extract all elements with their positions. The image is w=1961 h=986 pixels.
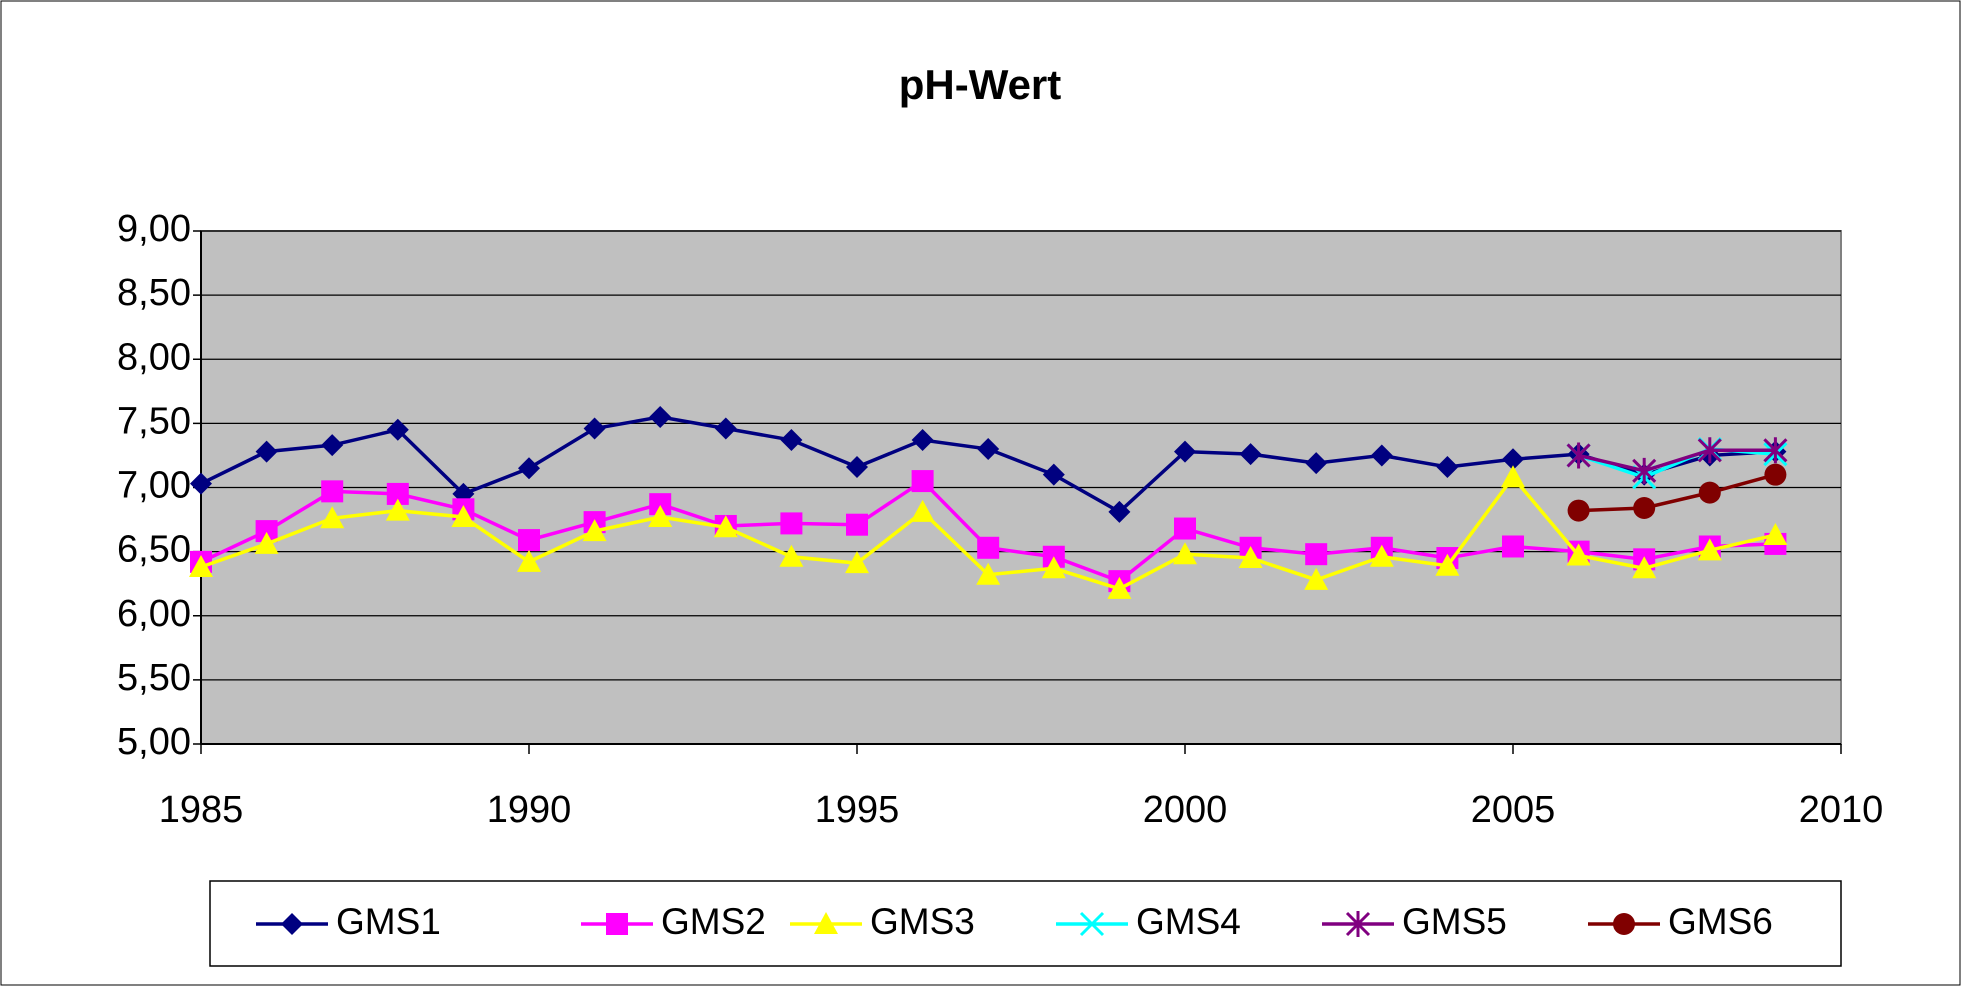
data-point bbox=[976, 562, 1001, 585]
data-point bbox=[845, 551, 869, 574]
data-point bbox=[1107, 576, 1132, 599]
y-tick-label: 8,50 bbox=[117, 272, 191, 314]
data-point bbox=[518, 529, 540, 552]
data-point bbox=[1698, 481, 1721, 504]
data-point bbox=[1436, 455, 1459, 478]
data-point bbox=[1697, 538, 1722, 561]
legend-label: GMS1 bbox=[336, 901, 441, 942]
data-point bbox=[386, 418, 409, 441]
data-point bbox=[780, 512, 803, 535]
series-line bbox=[1578, 448, 1776, 473]
data-point bbox=[255, 440, 278, 463]
data-point bbox=[1697, 437, 1722, 464]
x-tick-label: 1985 bbox=[159, 789, 244, 831]
data-point bbox=[1763, 522, 1788, 545]
data-point bbox=[1632, 457, 1657, 484]
data-point bbox=[1173, 542, 1197, 565]
data-point bbox=[846, 513, 868, 536]
data-point bbox=[846, 455, 868, 478]
legend-marker bbox=[814, 912, 838, 934]
data-point bbox=[189, 555, 213, 578]
data-point bbox=[1567, 499, 1590, 522]
legend-marker bbox=[1345, 911, 1371, 937]
data-point bbox=[255, 520, 278, 543]
x-tick-label: 1990 bbox=[487, 789, 572, 831]
data-point bbox=[321, 480, 344, 503]
data-point bbox=[1108, 500, 1131, 523]
data-point bbox=[1764, 463, 1787, 486]
data-point bbox=[1174, 517, 1196, 540]
data-point bbox=[1369, 544, 1394, 567]
y-tick-label: 6,50 bbox=[117, 529, 191, 571]
data-point bbox=[911, 429, 934, 452]
legend-box bbox=[209, 880, 1842, 967]
data-point bbox=[1502, 535, 1524, 558]
y-tick-label: 6,00 bbox=[117, 593, 191, 635]
y-tick-label: 7,50 bbox=[117, 400, 191, 442]
data-point bbox=[1566, 543, 1591, 566]
data-point bbox=[583, 417, 606, 440]
data-point bbox=[1305, 452, 1328, 475]
data-point bbox=[1435, 553, 1460, 576]
y-tick-label: 5,00 bbox=[117, 721, 191, 763]
legend-marker bbox=[281, 913, 303, 935]
legend-marker bbox=[606, 913, 628, 935]
data-point bbox=[582, 519, 607, 542]
x-tick-label: 2005 bbox=[1471, 789, 1556, 831]
data-point bbox=[321, 434, 344, 457]
data-point bbox=[1041, 556, 1066, 579]
data-point bbox=[190, 472, 212, 495]
legend-marker bbox=[1079, 911, 1105, 937]
data-point bbox=[649, 405, 672, 428]
data-point bbox=[649, 493, 672, 516]
legend-marker bbox=[1613, 913, 1635, 935]
data-point bbox=[1501, 465, 1525, 488]
legend-label: GMS6 bbox=[1668, 901, 1773, 942]
data-point bbox=[648, 504, 673, 527]
data-point bbox=[911, 470, 934, 493]
data-point bbox=[1304, 567, 1329, 590]
data-point bbox=[518, 457, 540, 480]
legend-label: GMS3 bbox=[870, 901, 975, 942]
x-tick-label: 2010 bbox=[1799, 789, 1884, 831]
data-point bbox=[517, 549, 541, 572]
data-point bbox=[714, 417, 737, 440]
legend-label: GMS4 bbox=[1136, 901, 1241, 942]
data-point bbox=[977, 438, 1000, 461]
data-point bbox=[1763, 437, 1788, 464]
y-tick-label: 8,00 bbox=[117, 336, 191, 378]
data-point bbox=[779, 544, 804, 567]
data-point bbox=[1239, 443, 1262, 466]
data-point bbox=[780, 429, 803, 452]
data-point bbox=[254, 531, 279, 554]
x-tick-label: 2000 bbox=[1143, 789, 1228, 831]
x-tick-label: 1995 bbox=[815, 789, 900, 831]
legend-label: GMS2 bbox=[661, 901, 766, 942]
data-point bbox=[910, 499, 935, 522]
data-point bbox=[713, 515, 738, 538]
series-line bbox=[1578, 472, 1776, 513]
y-tick-label: 7,00 bbox=[117, 465, 191, 507]
data-point bbox=[1566, 442, 1591, 469]
data-point bbox=[386, 482, 409, 505]
chart-title: pH-Wert bbox=[899, 61, 1062, 108]
legend-label: GMS5 bbox=[1402, 901, 1507, 942]
data-point bbox=[1042, 463, 1065, 486]
y-tick-label: 5,50 bbox=[117, 657, 191, 699]
data-point bbox=[1305, 543, 1328, 566]
data-point bbox=[451, 504, 476, 527]
data-point bbox=[1633, 497, 1656, 520]
data-point bbox=[320, 506, 345, 529]
data-point bbox=[1238, 546, 1263, 569]
data-point bbox=[1502, 448, 1524, 471]
y-tick-label: 9,00 bbox=[117, 208, 191, 250]
data-point bbox=[1632, 556, 1657, 579]
data-point bbox=[1174, 440, 1196, 463]
data-point bbox=[1370, 444, 1393, 467]
data-point bbox=[385, 498, 410, 521]
data-point bbox=[977, 536, 1000, 559]
